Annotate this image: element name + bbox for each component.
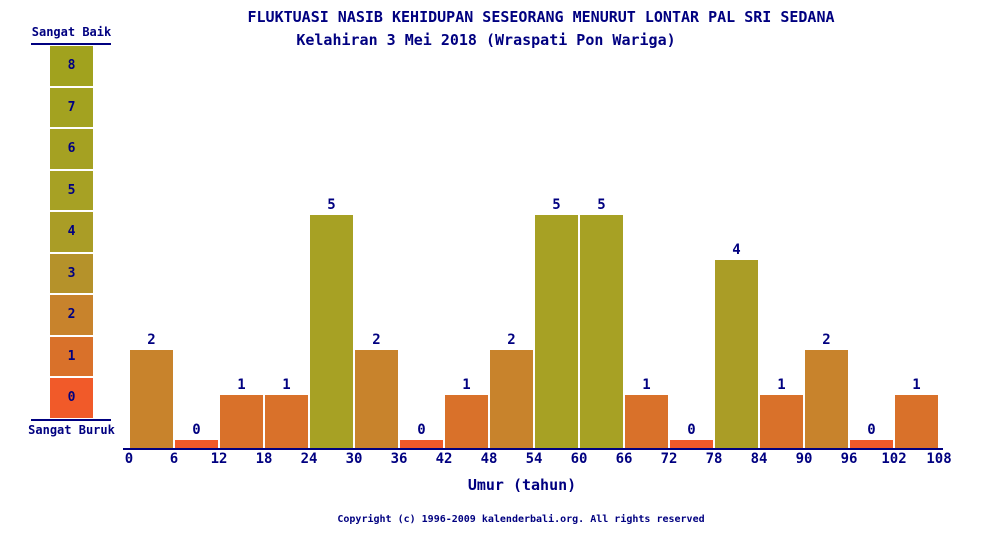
bar-value-label: 1	[282, 377, 291, 393]
x-tick-54: 54	[525, 451, 543, 467]
bar-90-96	[805, 350, 848, 448]
bar-value-label: 2	[507, 332, 516, 348]
bar-0-6	[130, 350, 173, 448]
legend-scale-box-4: 4	[50, 212, 93, 252]
bar-102-108	[895, 395, 938, 448]
bar-78-84	[715, 260, 758, 448]
bar-value-label: 2	[822, 332, 831, 348]
copyright-text: Copyright (c) 1996-2009 kalenderbali.org…	[337, 514, 705, 525]
bar-36-42	[400, 440, 443, 448]
legend-scale-box-6: 6	[50, 129, 93, 169]
x-axis-title: Umur (tahun)	[467, 476, 577, 494]
bar-value-label: 1	[777, 377, 786, 393]
bar-60-66	[580, 215, 623, 448]
bar-value-label: 1	[912, 377, 921, 393]
bar-value-label: 0	[867, 422, 876, 438]
bar-66-72	[625, 395, 668, 448]
x-tick-90: 90	[795, 451, 813, 467]
x-tick-96: 96	[840, 451, 858, 467]
bar-value-label: 5	[327, 197, 336, 213]
legend-scale-box-3: 3	[50, 253, 93, 293]
bar-value-label: 4	[732, 242, 741, 258]
bar-value-label: 1	[462, 377, 471, 393]
bar-value-label: 2	[147, 332, 156, 348]
bar-value-label: 1	[237, 377, 246, 393]
chart-subtitle: Kelahiran 3 Mei 2018 (Wraspati Pon Warig…	[296, 31, 676, 49]
bar-6-12	[175, 440, 218, 448]
x-tick-6: 6	[169, 451, 179, 467]
bar-42-48	[445, 395, 488, 448]
x-tick-30: 30	[345, 451, 363, 467]
bar-value-label: 0	[417, 422, 426, 438]
legend-bottom-rule	[31, 419, 111, 421]
x-tick-42: 42	[435, 451, 453, 467]
legend-best-label: Sangat Baik	[31, 25, 112, 39]
bar-18-24	[265, 395, 308, 448]
x-tick-72: 72	[660, 451, 678, 467]
bar-84-90	[760, 395, 803, 448]
bar-value-label: 2	[372, 332, 381, 348]
x-axis-line	[123, 448, 943, 450]
x-tick-108: 108	[926, 451, 952, 467]
x-tick-84: 84	[750, 451, 768, 467]
bar-30-36	[355, 350, 398, 448]
bar-24-30	[310, 215, 353, 448]
legend-scale-box-1: 1	[50, 336, 93, 376]
bar-12-18	[220, 395, 263, 448]
bar-value-label: 0	[687, 422, 696, 438]
bar-value-label: 5	[597, 197, 606, 213]
legend-scale-box-7: 7	[50, 87, 93, 127]
legend-scale-box-2: 2	[50, 295, 93, 335]
x-tick-36: 36	[390, 451, 408, 467]
bar-96-102	[850, 440, 893, 448]
bar-48-54	[490, 350, 533, 448]
x-tick-102: 102	[881, 451, 907, 467]
x-tick-78: 78	[705, 451, 723, 467]
bar-value-label: 0	[192, 422, 201, 438]
x-tick-12: 12	[210, 451, 228, 467]
x-tick-48: 48	[480, 451, 498, 467]
bar-54-60	[535, 215, 578, 448]
legend-scale-box-0: 0	[50, 378, 93, 418]
chart-title: FLUKTUASI NASIB KEHIDUPAN SESEORANG MENU…	[247, 8, 835, 26]
x-tick-66: 66	[615, 451, 633, 467]
x-tick-0: 0	[124, 451, 134, 467]
x-tick-24: 24	[300, 451, 318, 467]
legend-top-rule	[31, 43, 111, 45]
x-tick-18: 18	[255, 451, 273, 467]
legend-scale-box-8: 8	[50, 46, 93, 86]
legend-worst-label: Sangat Buruk	[28, 423, 115, 437]
bar-72-78	[670, 440, 713, 448]
x-tick-60: 60	[570, 451, 588, 467]
bar-value-label: 5	[552, 197, 561, 213]
bar-value-label: 1	[642, 377, 651, 393]
legend-scale-box-5: 5	[50, 170, 93, 210]
